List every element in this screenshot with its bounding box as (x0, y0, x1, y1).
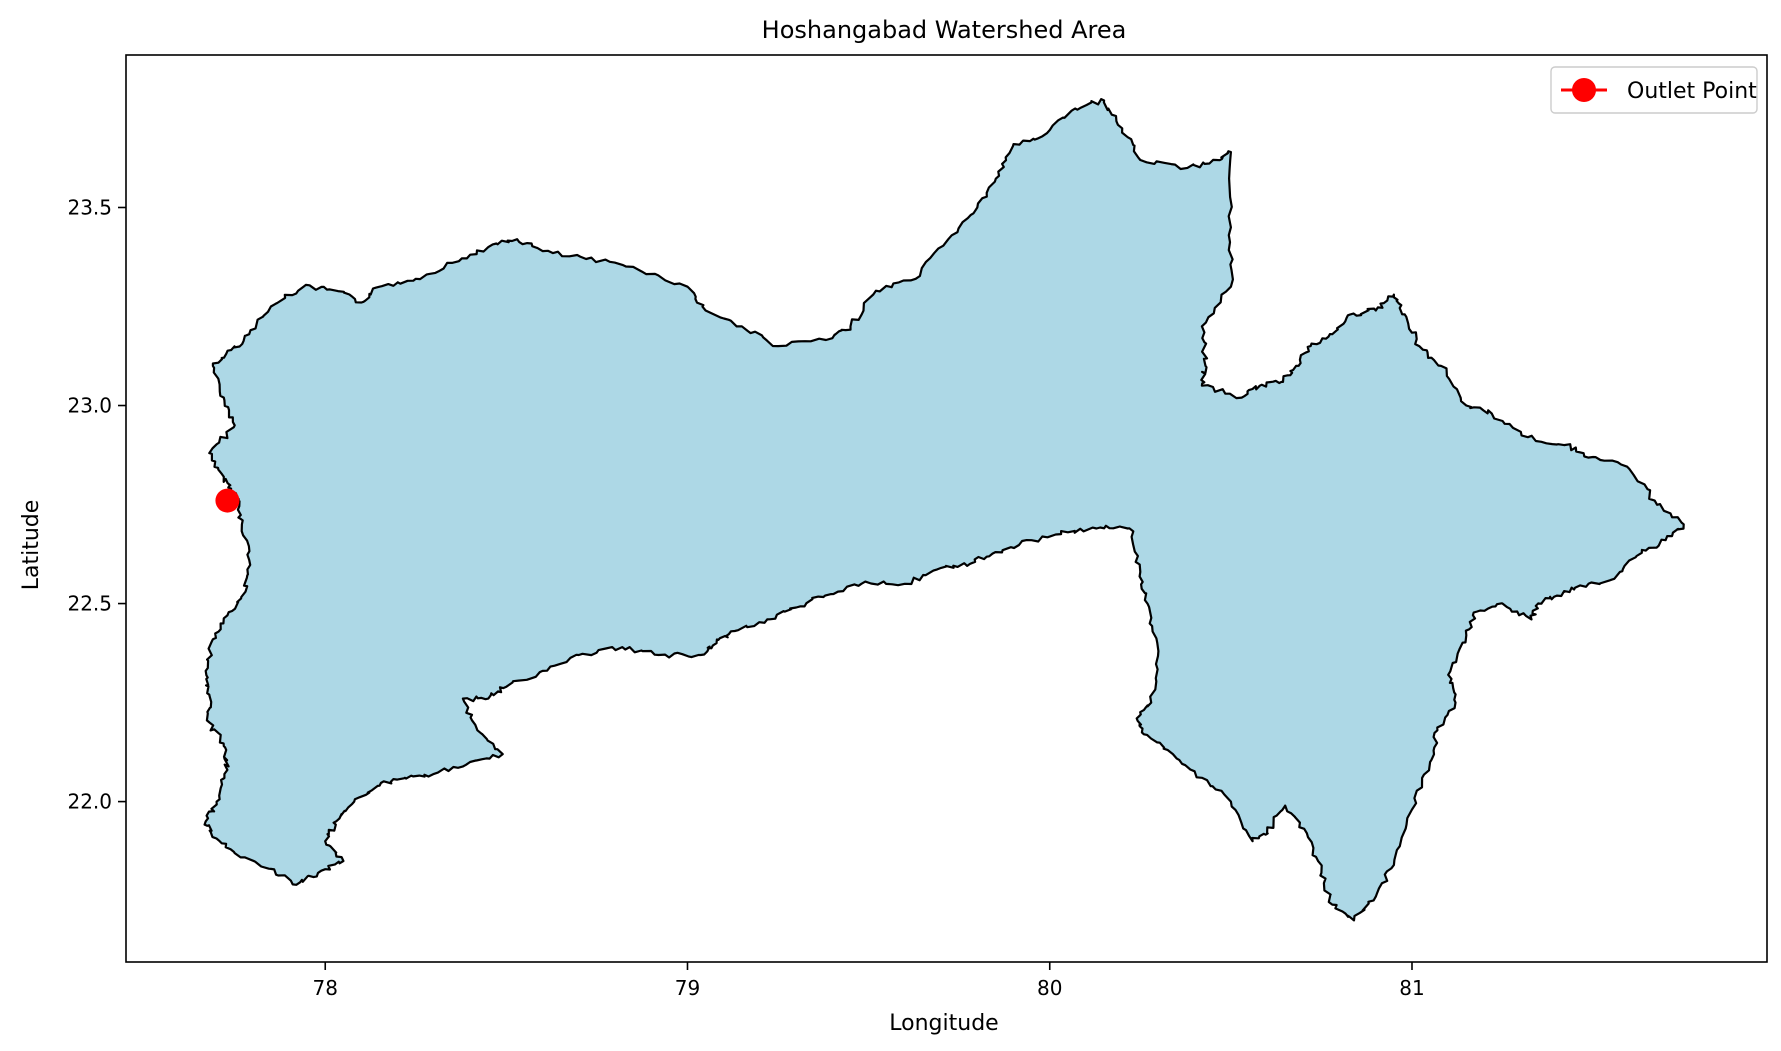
y-axis-label: Latitude (19, 500, 44, 591)
y-tick-label: 23.0 (67, 394, 112, 418)
legend: Outlet Point (1550, 66, 1758, 114)
y-tick-label: 22.0 (67, 790, 112, 814)
x-tick-label: 78 (313, 976, 338, 1000)
x-axis-ticks: 78 79 80 81 (313, 962, 1425, 1000)
x-tick-label: 80 (1037, 976, 1062, 1000)
legend-circle-marker (1572, 78, 1596, 102)
axes-frame (125, 54, 1768, 963)
x-tick-label: 79 (675, 976, 700, 1000)
y-axis-ticks: 22.0 22.5 23.0 23.5 (67, 195, 126, 814)
legend-box (1550, 66, 1758, 114)
outlet-point-marker[interactable] (215, 488, 240, 513)
watershed-polygon (203, 98, 1685, 922)
chart-title: Hoshangabad Watershed Area (762, 16, 1127, 44)
y-tick-label: 22.5 (67, 592, 112, 616)
x-tick-label: 81 (1399, 976, 1424, 1000)
plot-area (125, 54, 1768, 963)
x-axis-label: Longitude (889, 1011, 998, 1036)
legend-entry-label: Outlet Point (1627, 79, 1757, 104)
y-tick-label: 23.5 (67, 195, 112, 219)
